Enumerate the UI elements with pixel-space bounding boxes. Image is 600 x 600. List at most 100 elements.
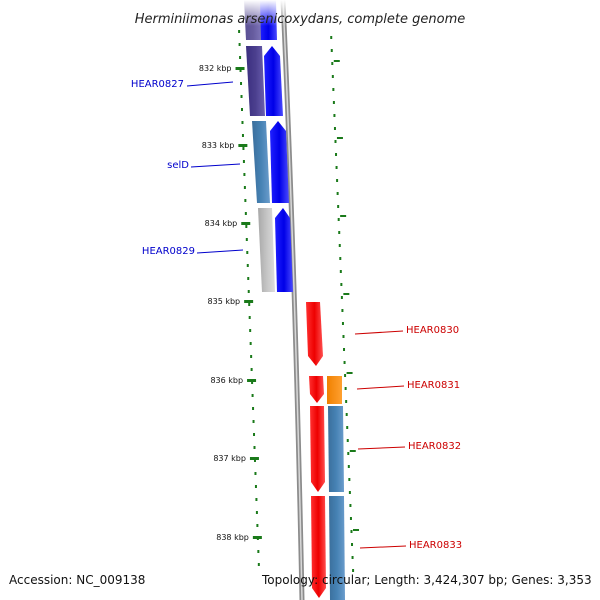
outer-track-dot	[242, 147, 245, 150]
outer-track-dot	[241, 134, 244, 137]
gene-label-HEAR0830[interactable]: HEAR0830	[406, 325, 459, 336]
inner-track-dot	[343, 361, 346, 364]
inner-track-dot	[339, 257, 342, 260]
inner-track-dot	[348, 478, 351, 481]
outer-track-dot	[252, 420, 255, 423]
map-title: Herminiimonas arsenicoxydans, complete g…	[135, 12, 465, 27]
gene-label-selD[interactable]: selD	[167, 160, 189, 171]
outer-track-dot	[247, 290, 250, 293]
genome-backbone	[280, 0, 305, 600]
top-fade	[230, 0, 310, 26]
gene-HEAR0833-steel-block[interactable]	[329, 496, 345, 600]
inner-tick-mark	[333, 60, 340, 62]
outer-track-dot	[243, 173, 246, 176]
outer-track-dot	[245, 225, 248, 228]
outer-track-dot	[242, 160, 245, 163]
gene-HEAR0829-block[interactable]	[258, 208, 275, 292]
outer-track-dot	[244, 212, 247, 215]
tick-labels: 832 kbp 833 kbp 834 kbp 835 kbp 836 kbp 837 k…	[199, 60, 360, 542]
inner-track-dot	[330, 49, 333, 52]
forward-strand-genes	[244, 0, 293, 292]
tick-mark	[244, 300, 254, 303]
tick-label: 837 kbp	[213, 454, 246, 463]
inner-track-dot	[334, 140, 337, 143]
gene-HEAR0833-arrow[interactable]	[311, 496, 326, 598]
tick-mark	[247, 379, 257, 382]
gene-blue-arrow-2[interactable]	[264, 46, 283, 116]
outer-track-dot	[240, 95, 243, 98]
gene-HEAR0831-orange-block[interactable]	[327, 376, 342, 404]
inner-track-dot	[337, 218, 340, 221]
gene-label-leader-line	[190, 163, 241, 168]
inner-track-dot	[351, 543, 354, 546]
outer-track-dot	[251, 381, 254, 384]
gene-label-HEAR0831[interactable]: HEAR0831	[407, 380, 460, 391]
outer-track-dot	[256, 524, 259, 527]
inner-track-dot	[345, 413, 348, 416]
gene-label-leader-line	[354, 330, 404, 335]
outer-track-dot	[248, 303, 251, 306]
gene-label-HEAR0833[interactable]: HEAR0833	[409, 540, 462, 551]
inner-track-dot	[331, 75, 334, 78]
inner-tick-mark	[336, 137, 343, 139]
gene-selD-block[interactable]	[252, 121, 270, 203]
outer-track-dot	[249, 329, 252, 332]
inner-track-dot	[332, 88, 335, 91]
outer-track-dot	[254, 472, 257, 475]
outer-track-dot	[253, 446, 256, 449]
tick-label: 838 kbp	[216, 533, 249, 542]
gene-HEAR0831-arrow[interactable]	[309, 376, 324, 403]
inner-track-dot	[343, 348, 346, 351]
gene-label-HEAR0832[interactable]: HEAR0832	[408, 441, 461, 452]
gene-label-leader-line	[359, 545, 407, 549]
inner-track-dot	[331, 62, 334, 65]
inner-track-dot	[347, 452, 350, 455]
outer-track-dot	[241, 121, 244, 124]
gene-HEAR0832-steel-block[interactable]	[328, 406, 344, 492]
outer-track-dot	[240, 108, 243, 111]
gene-label-leader-line	[356, 385, 405, 390]
inner-track-dot	[333, 114, 336, 117]
gene-blue-arrow-3[interactable]	[270, 121, 289, 203]
outer-track-dot	[250, 355, 253, 358]
gene-HEAR0830-arrow[interactable]	[306, 302, 323, 366]
outer-track-dot	[238, 30, 241, 33]
gene-HEAR0832-arrow[interactable]	[310, 406, 325, 492]
gene-label-leader-line	[196, 249, 244, 254]
inner-track-dot	[341, 309, 344, 312]
outer-track-dot	[253, 433, 256, 436]
outer-track-dot	[250, 368, 253, 371]
inner-tick-mark	[353, 529, 360, 531]
outer-track-dot	[251, 394, 254, 397]
gene-blue-arrow-4[interactable]	[275, 208, 293, 292]
tick-track-outer	[238, 30, 260, 566]
inner-track-dot	[341, 322, 344, 325]
outer-track-dot	[253, 459, 256, 462]
tick-label: 834 kbp	[205, 219, 238, 228]
inner-track-dot	[344, 374, 347, 377]
outer-track-dot	[239, 69, 242, 72]
gene-label-HEAR0829[interactable]: HEAR0829	[142, 246, 195, 257]
outer-track-dot	[239, 56, 242, 59]
outer-track-dot	[257, 550, 260, 553]
tick-track-inner	[330, 36, 355, 572]
tick-label: 832 kbp	[199, 64, 232, 73]
inner-track-dot	[333, 127, 336, 130]
inner-track-dot	[332, 101, 335, 104]
outer-track-dot	[243, 186, 246, 189]
accession-text: Accession: NC_009138	[9, 573, 146, 587]
outer-track-dot	[238, 43, 241, 46]
gene-label-HEAR0827[interactable]: HEAR0827	[131, 79, 184, 90]
inner-track-dot	[351, 556, 354, 559]
inner-tick-mark	[349, 450, 356, 452]
genome-backbone-highlight	[282, 0, 303, 600]
outer-track-dot	[252, 407, 255, 410]
gene-HEAR0827-block[interactable]	[246, 46, 265, 116]
tick-label: 835 kbp	[208, 297, 241, 306]
inner-track-dot	[337, 205, 340, 208]
outer-track-dot	[245, 238, 248, 241]
reverse-strand-genes	[306, 302, 345, 600]
inner-track-dot	[349, 504, 352, 507]
